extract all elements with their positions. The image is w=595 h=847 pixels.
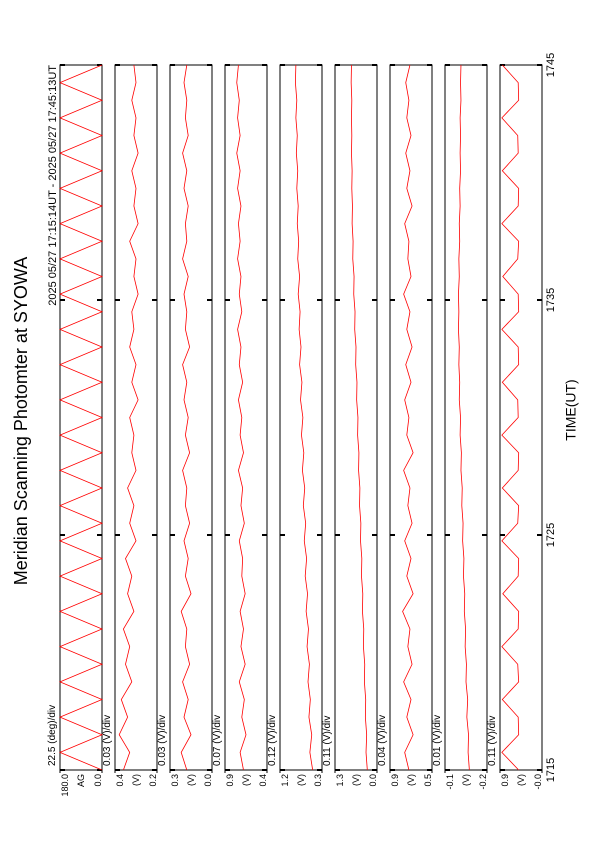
y-unit-label: (V) xyxy=(406,774,416,786)
y-tick-label: 180.0 xyxy=(60,774,70,797)
y-unit-label: (V) xyxy=(131,774,141,786)
panel-scale-label: 0.03 (V)/div xyxy=(102,715,113,766)
chart-title: Meridian Scanning Photomter at SYOWA xyxy=(11,257,31,585)
y-tick-label: 0.3 xyxy=(313,774,323,787)
y-unit-label: (V) xyxy=(516,774,526,786)
y-tick-label: -0.1 xyxy=(445,774,455,790)
x-tick-label: 1735 xyxy=(545,288,557,312)
signal-line xyxy=(350,64,368,771)
panel-scale-label: 0.11 (V)/div xyxy=(487,716,498,766)
signal-line xyxy=(294,64,314,771)
y-unit-label: (V) xyxy=(351,774,361,786)
panel-frame xyxy=(334,64,378,771)
y-tick-label: 0.0 xyxy=(203,774,213,787)
panel-scale-label: 0.12 (V)/div xyxy=(267,715,278,766)
y-tick-label: 0.9 xyxy=(390,774,400,787)
y-tick-label: 1.2 xyxy=(280,774,290,787)
panel-frame xyxy=(499,64,543,771)
panel-scale-label: 0.04 (V)/div xyxy=(377,715,388,766)
x-tick-label: 1725 xyxy=(545,523,557,547)
y-unit-label: (V) xyxy=(241,774,251,786)
y-unit-label: (V) xyxy=(296,774,306,786)
signal-line xyxy=(236,64,247,771)
signal-line xyxy=(118,64,139,771)
signal-line xyxy=(458,64,470,771)
chart-subtitle: 2025 05/27 17:15:14UT - 2025 05/27 17:45… xyxy=(47,65,59,306)
panel-frame xyxy=(279,64,323,771)
y-tick-label: 0.0 xyxy=(368,774,378,787)
y-tick-label: 0.2 xyxy=(148,774,158,787)
panel-scale-label: 0.07 (V)/div xyxy=(212,715,223,766)
panel-scale-label: 22.5 (deg)/div xyxy=(47,705,58,766)
panel-scale-label: 0.01 (V)/div xyxy=(432,715,443,766)
y-tick-label: 1.3 xyxy=(335,774,345,787)
y-tick-label: 0.3 xyxy=(170,774,180,787)
panel-frame xyxy=(389,64,433,771)
signal-line xyxy=(501,64,520,771)
panel-frame xyxy=(114,64,158,771)
panel-frame xyxy=(444,64,488,771)
signal-line xyxy=(58,64,104,771)
y-tick-label: 0.4 xyxy=(115,774,125,787)
rotated-plot: Meridian Scanning Photomter at SYOWA 202… xyxy=(11,53,579,797)
x-tick-label: 1745 xyxy=(545,53,557,77)
y-tick-label: -0.2 xyxy=(478,774,488,790)
y-tick-label: 0.9 xyxy=(500,774,510,787)
y-tick-label: 0.0 xyxy=(93,774,103,787)
y-unit-label: AG xyxy=(76,774,86,787)
y-tick-label: 0.9 xyxy=(225,774,235,787)
y-tick-label: 0.4 xyxy=(258,774,268,787)
x-axis-label: TIME(UT) xyxy=(563,379,579,440)
y-unit-label: (V) xyxy=(461,774,471,786)
signal-line xyxy=(402,64,414,771)
panel-frame xyxy=(224,64,268,771)
x-tick-label: 1715 xyxy=(545,758,557,782)
signal-line xyxy=(180,64,192,771)
panel-scale-label: 0.11 (V)/div xyxy=(322,716,333,766)
panel-frame xyxy=(59,64,103,771)
panel-frame xyxy=(169,64,213,771)
y-unit-label: (V) xyxy=(186,774,196,786)
y-tick-label: 0.5 xyxy=(423,774,433,787)
y-tick-label: -0.0 xyxy=(533,774,543,790)
panel-scale-label: 0.03 (V)/div xyxy=(157,715,168,766)
